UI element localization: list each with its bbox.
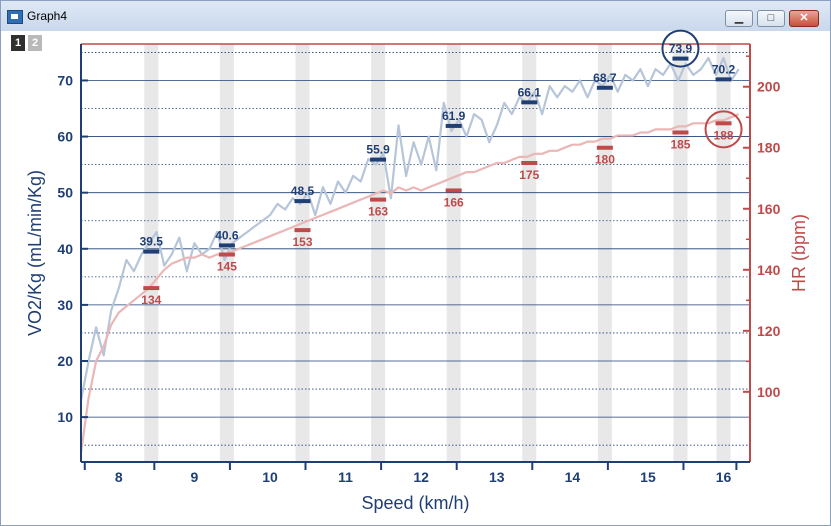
- graph-app-icon: [7, 10, 23, 24]
- hr-series-line: [79, 113, 740, 453]
- stage-band: [716, 44, 731, 462]
- stage-band: [597, 44, 612, 462]
- x-tick-label: 15: [640, 469, 656, 485]
- vo2-stage-marker: [521, 100, 538, 105]
- hr-stage-marker: [715, 121, 732, 126]
- x-tick-label: 16: [716, 469, 732, 485]
- y-tick-label: 30: [57, 297, 73, 313]
- hr-stage-marker: [521, 160, 538, 165]
- vo2-data-label: 40.6: [215, 228, 239, 242]
- x-tick-label: 13: [489, 469, 505, 485]
- hr-data-label: 145: [217, 260, 237, 274]
- vo2-stage-marker: [672, 56, 689, 61]
- vo2-stage-marker: [596, 85, 613, 90]
- hr-data-label: 134: [141, 293, 161, 307]
- hr-data-label: 163: [368, 205, 388, 219]
- hr-data-label: 166: [444, 195, 464, 209]
- hr-stage-marker: [596, 145, 613, 150]
- stage-band: [295, 44, 310, 462]
- close-button[interactable]: ✕: [789, 10, 819, 27]
- vo2-series-line: [79, 56, 740, 401]
- y2-tick-label: 100: [757, 384, 781, 400]
- x-tick-label: 8: [115, 469, 123, 485]
- hr-data-label: 153: [292, 235, 312, 249]
- x-axis-title: Speed (km/h): [361, 493, 469, 513]
- vo2-data-label: 70.2: [712, 62, 736, 76]
- vo2-data-label: 55.9: [366, 143, 390, 157]
- stage-band: [371, 44, 386, 462]
- vo2-data-label: 61.9: [442, 109, 466, 123]
- y-tick-label: 70: [57, 72, 73, 88]
- y2-axis-title: HR (bpm): [789, 214, 809, 292]
- hr-stage-marker: [143, 286, 160, 291]
- close-icon: ✕: [799, 12, 809, 24]
- vo2-stage-marker: [143, 249, 160, 254]
- minimize-icon: ▁: [734, 12, 744, 24]
- vo2-max-highlight-circle: [661, 29, 700, 68]
- y-tick-label: 10: [57, 409, 73, 425]
- vo2-stage-marker: [218, 243, 235, 248]
- hr-stage-marker: [370, 197, 387, 202]
- window-title: Graph4: [27, 9, 68, 23]
- vo2-stage-marker: [370, 157, 387, 162]
- vo2-data-label: 48.5: [291, 184, 315, 198]
- maximize-icon: □: [767, 12, 775, 24]
- y2-tick-label: 140: [757, 262, 781, 278]
- hr-data-label: 175: [519, 168, 539, 182]
- vo2-stage-marker: [715, 77, 732, 82]
- y-tick-label: 20: [57, 353, 73, 369]
- vo2-data-label: 39.5: [140, 235, 164, 249]
- y2-tick-label: 160: [757, 201, 781, 217]
- title-bar[interactable]: Graph4 ▁ □ ✕: [1, 1, 830, 31]
- vo2-data-label: 73.9: [669, 42, 693, 56]
- vo2-stage-marker: [445, 123, 462, 128]
- hr-stage-marker: [672, 130, 689, 135]
- vo2-data-label: 66.1: [518, 85, 542, 99]
- stage-band: [522, 44, 537, 462]
- hr-max-highlight-circle: [704, 110, 743, 149]
- y-tick-label: 40: [57, 241, 73, 257]
- x-tick-label: 11: [338, 469, 353, 485]
- x-tick-label: 14: [565, 469, 581, 485]
- hr-data-label: 180: [595, 153, 615, 167]
- y2-tick-label: 120: [757, 323, 781, 339]
- x-tick-label: 9: [190, 469, 198, 485]
- y-tick-label: 50: [57, 185, 73, 201]
- x-tick-label: 10: [262, 469, 278, 485]
- y-axis-title: VO2/Kg (mL/min/Kg): [25, 170, 45, 336]
- hr-data-label: 188: [714, 128, 734, 142]
- minimize-button[interactable]: ▁: [725, 10, 753, 27]
- stage-band: [446, 44, 461, 462]
- hr-data-label: 185: [670, 137, 690, 151]
- hr-stage-marker: [218, 252, 235, 257]
- y-tick-label: 60: [57, 129, 73, 145]
- layer-tab-2[interactable]: 2: [28, 35, 42, 51]
- x-tick-label: 12: [413, 469, 429, 485]
- vo2-stage-marker: [294, 199, 311, 204]
- stage-band: [673, 44, 688, 462]
- hr-stage-marker: [294, 228, 311, 233]
- maximize-button[interactable]: □: [757, 10, 785, 27]
- hr-stage-marker: [445, 188, 462, 193]
- layer-tab-1[interactable]: 1: [11, 35, 25, 51]
- y2-tick-label: 180: [757, 140, 781, 156]
- vo2-data-label: 68.7: [593, 71, 617, 85]
- y2-tick-label: 200: [757, 79, 781, 95]
